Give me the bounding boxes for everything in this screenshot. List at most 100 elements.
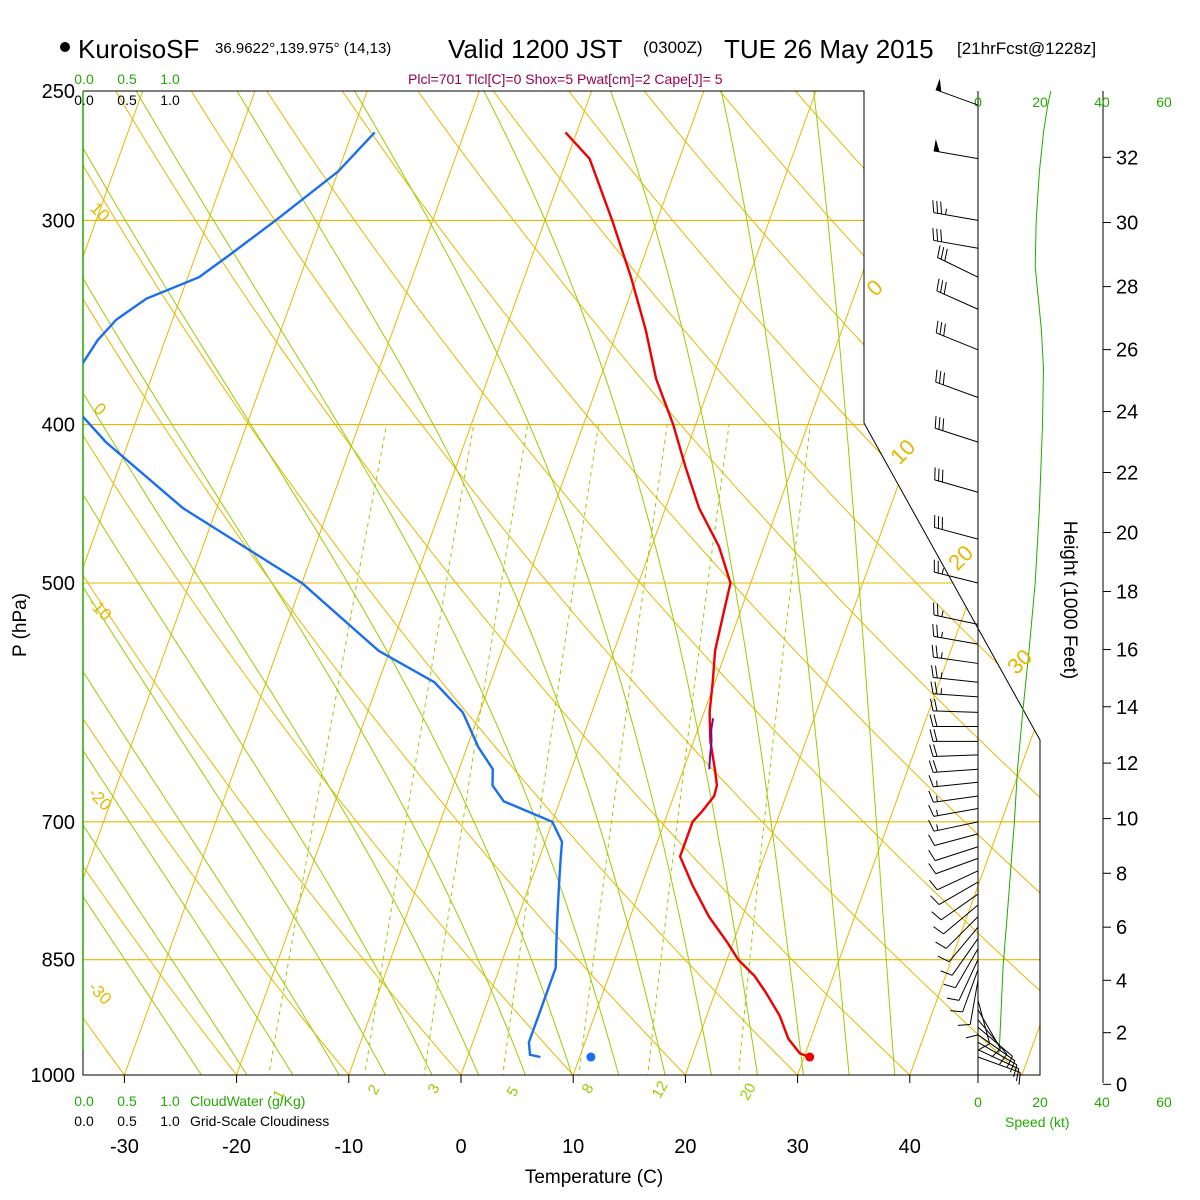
speed-axis-title: Speed (kt)	[1005, 1114, 1070, 1130]
wind-barb-feather	[965, 1034, 979, 1039]
wind-barb-feather	[933, 744, 938, 757]
isotherm-line	[111, 91, 491, 1075]
cloudwater-tick-top: 0.5	[117, 71, 137, 87]
wind-barb-feather	[991, 1048, 1001, 1058]
wind-barb-staff	[933, 781, 979, 788]
wind-barb-staff	[962, 969, 979, 1013]
height-tick-label: 18	[1116, 581, 1138, 603]
wind-barb	[935, 916, 979, 949]
wind-barb	[965, 989, 979, 1039]
dry-adiabat-line	[98, 91, 947, 1075]
wind-barb-feather	[937, 955, 950, 963]
dry-adiabat-line	[620, 91, 1040, 1075]
wind-barb-staff	[955, 948, 979, 988]
wind-barb	[930, 681, 979, 698]
wind-barb-half-feather	[936, 824, 939, 831]
wind-barb-flag	[935, 78, 942, 92]
wind-barb	[929, 729, 978, 742]
speed-tick-top: 0	[974, 94, 982, 110]
cloudiness-tick-bottom: 1.0	[160, 1113, 180, 1129]
cloudwater-tick-bottom: 1.0	[160, 1093, 180, 1109]
wind-barb-staff	[958, 959, 979, 1001]
wind-barb-feather	[928, 849, 936, 861]
wind-barb	[931, 665, 979, 683]
cloudwater-tick-top: 1.0	[160, 71, 180, 87]
wind-barb-feather	[939, 322, 943, 335]
wind-barb-feather	[933, 714, 938, 727]
temperature-tick-label: 20	[674, 1136, 696, 1158]
dry-adiabat-line	[471, 91, 1040, 1075]
mixing-ratio-label: 3	[425, 1081, 444, 1097]
wind-barb	[928, 857, 979, 875]
wind-barb-feather	[950, 1010, 963, 1013]
wind-barb-feather	[940, 201, 943, 215]
pressure-tick-label: 500	[42, 573, 75, 595]
wind-barb-staff	[935, 857, 979, 875]
wind-barb	[928, 833, 979, 847]
wind-barb	[928, 760, 979, 773]
wind-barb-feather	[942, 372, 946, 385]
wind-barb-feather	[929, 729, 934, 742]
isotherm-line	[83, 91, 154, 1075]
speed-tick-top: 20	[1032, 94, 1048, 110]
wind-barb-staff	[936, 290, 979, 310]
wind-barb-feather	[940, 970, 953, 976]
valid-zulu: (0300Z)	[643, 38, 703, 57]
wind-barb-feather	[940, 229, 943, 242]
station-dot-icon	[60, 42, 70, 52]
wind-barb	[932, 623, 979, 645]
wind-barb-feather	[933, 698, 938, 712]
isotherm-line	[560, 91, 940, 1075]
moist-adiabat-line	[83, 91, 315, 1075]
valid-date: TUE 26 May 2015	[724, 34, 934, 64]
wind-barb	[929, 744, 979, 757]
wind-barb-feather	[932, 200, 935, 213]
wind-barb-feather	[935, 645, 938, 658]
cloudiness-tick-top: 0.0	[74, 92, 94, 108]
wind-barb-flag	[933, 139, 940, 152]
height-tick-label: 16	[1116, 640, 1138, 662]
wind-barb-feather	[938, 417, 941, 430]
wind-barb-half-feather	[941, 568, 945, 575]
wind-barb-staff	[934, 479, 979, 493]
wind-barb-feather	[938, 371, 942, 384]
wind-barb	[934, 515, 979, 540]
pressure-tick-label: 1000	[31, 1065, 76, 1087]
wind-barb-feather	[931, 665, 934, 678]
wind-barb-feather	[1018, 1072, 1021, 1085]
isotherm-label: -10	[84, 594, 115, 625]
isotherm-label: 10	[86, 199, 113, 226]
cloudwater-title: CloudWater (g/Kg)	[190, 1093, 305, 1109]
wind-barb-feather	[957, 1024, 971, 1026]
wind-barb-feather	[978, 1043, 990, 1051]
isotherm-line	[448, 91, 827, 1075]
wind-barb-feather	[936, 624, 939, 638]
forecast-info: [21hrFcst@1228z]	[957, 39, 1096, 58]
wind-barb-feather	[930, 895, 940, 905]
moist-adiabat-line	[83, 91, 360, 1075]
mixing-ratio-label: 20	[737, 1080, 760, 1103]
wind-barb-feather	[946, 997, 960, 1001]
isotherm-label: -30	[84, 978, 115, 1009]
wind-barb-feather	[934, 415, 937, 429]
wind-barb	[933, 139, 979, 160]
speed-tick-bottom: 40	[1094, 1094, 1110, 1110]
moist-adiabat-line	[599, 91, 808, 1075]
mixing-ratio-line	[497, 424, 600, 1075]
wind-barb-feather	[928, 834, 935, 846]
pressure-tick-label: 700	[42, 812, 75, 834]
wind-barb	[929, 714, 978, 727]
speed-tick-bottom: 60	[1156, 1094, 1172, 1110]
isotherm-label: 0	[90, 399, 110, 419]
y-axis-title: P (hPa)	[10, 593, 31, 657]
height-tick-label: 20	[1116, 522, 1138, 544]
wind-barb	[943, 948, 979, 989]
wind-barb-staff	[936, 332, 979, 351]
wind-barb-staff	[977, 1056, 1021, 1073]
wind-barb-staff	[933, 693, 979, 698]
parcel-line	[708, 718, 715, 770]
wind-barb	[932, 200, 979, 221]
wind-barb-staff	[934, 571, 979, 584]
wind-barb	[936, 278, 979, 310]
wind-barb-staff	[935, 381, 979, 398]
